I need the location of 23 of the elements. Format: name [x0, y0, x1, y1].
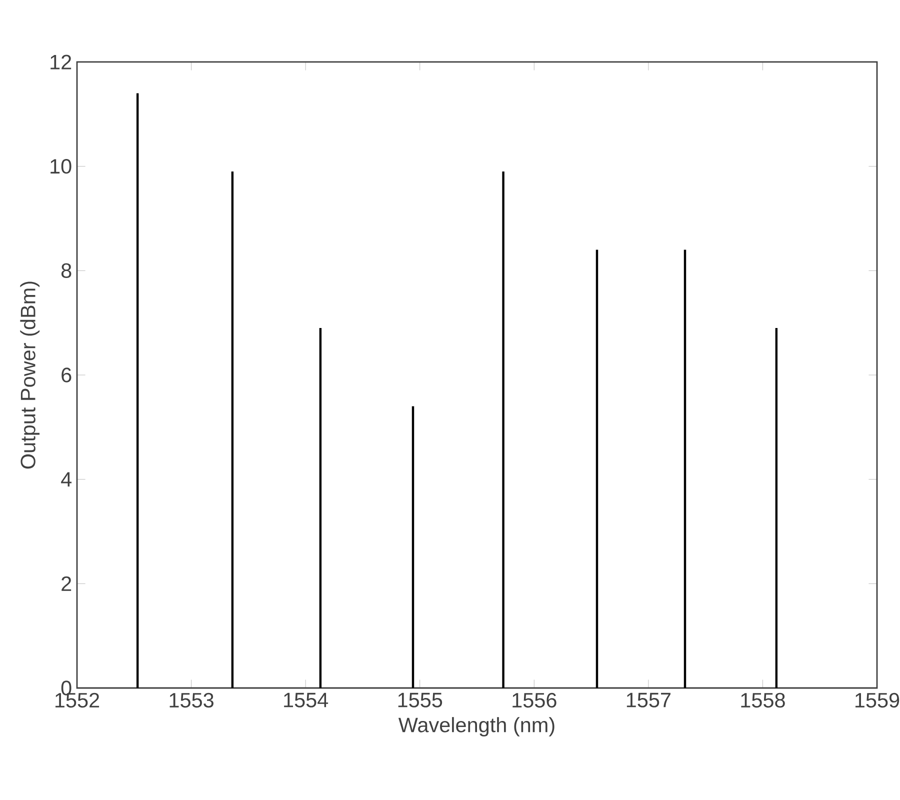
x-tick-label: 1559 [855, 692, 900, 708]
bar [231, 172, 234, 688]
bar [502, 172, 504, 688]
x-tick-label: 1558 [741, 692, 785, 708]
y-tick-label: 10 [50, 158, 72, 174]
bar [775, 328, 778, 688]
bar [596, 250, 598, 688]
x-tick-label: 1556 [512, 692, 556, 708]
y-tick-label: 6 [62, 368, 72, 382]
x-tick-label: 1553 [170, 692, 214, 708]
bar [684, 250, 686, 688]
x-axis-title: Wavelength (nm) [398, 717, 554, 736]
x-tick-label: 1557 [626, 692, 670, 708]
x-tick-label: 1555 [398, 692, 442, 708]
y-tick-label: 8 [61, 263, 72, 278]
y-axis-title: Output Power (dBm) [20, 282, 40, 469]
bar [412, 406, 414, 688]
bar [136, 93, 139, 688]
bar [319, 328, 322, 688]
x-tick-label: 1554 [284, 692, 328, 708]
y-tick-label: 12 [50, 54, 72, 70]
y-tick-label: 4 [61, 472, 72, 486]
y-tick-label: 2 [62, 576, 72, 591]
